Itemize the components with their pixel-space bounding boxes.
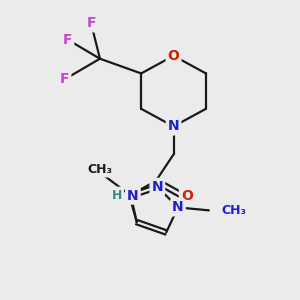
Text: CH₃: CH₃ [87, 163, 112, 176]
Text: N: N [172, 200, 184, 214]
Text: F: F [60, 72, 69, 86]
Text: O: O [168, 49, 179, 63]
Text: N: N [127, 189, 139, 202]
Text: N: N [168, 119, 179, 134]
Text: O: O [181, 189, 193, 202]
Text: CH₃: CH₃ [221, 204, 246, 217]
Text: H: H [112, 188, 122, 202]
Text: F: F [86, 16, 96, 30]
Text: N: N [152, 180, 163, 194]
Text: F: F [63, 33, 72, 46]
